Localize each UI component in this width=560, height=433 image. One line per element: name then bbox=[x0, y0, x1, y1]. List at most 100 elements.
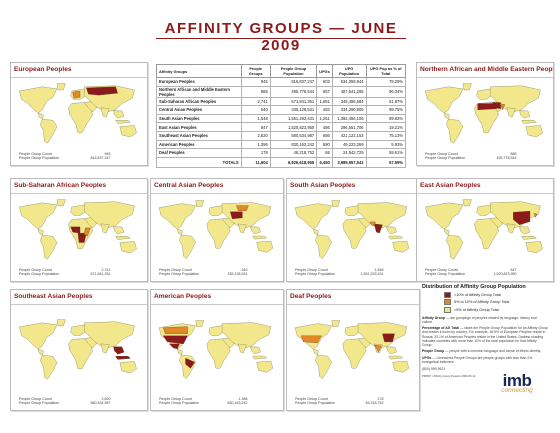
map-southeast-asia bbox=[250, 226, 261, 235]
people-group-count-row: People Group Count 945 bbox=[19, 152, 111, 157]
people-group-population-row: People Group Population 495,778,544 bbox=[425, 156, 517, 161]
legend-swatch-mid bbox=[444, 299, 451, 306]
map-highlight-india-hi bbox=[374, 223, 383, 234]
legend-swatch-low bbox=[444, 306, 451, 313]
panel-title: Central Asian Peoples bbox=[151, 179, 283, 194]
map-europe bbox=[476, 88, 493, 100]
map-southeast-asia bbox=[113, 226, 125, 235]
map-greenland bbox=[195, 200, 205, 207]
map-south-america bbox=[446, 235, 464, 260]
table-cell: 334,290,809 bbox=[331, 105, 367, 115]
people-group-population-row: People Group Population 46,218,752 bbox=[295, 401, 384, 406]
map-central-america bbox=[177, 228, 183, 236]
people-group-count-value: 885 bbox=[510, 151, 517, 156]
table-cell: 580,534,987 bbox=[269, 130, 318, 141]
people-group-population-row: People Group Population 830,163,242 bbox=[159, 401, 248, 406]
map-greenland bbox=[56, 83, 66, 91]
map-panel-east-asian: East Asian Peoples People Group Count 847 P… bbox=[416, 178, 554, 282]
people-group-count-row: People Group Count 2,820 bbox=[19, 397, 111, 402]
world-map bbox=[19, 83, 137, 144]
row-name-cell: Central Asian Peoples bbox=[156, 105, 242, 115]
term-upgs: UPGs bbox=[422, 356, 432, 361]
people-group-count-label: People Group Count bbox=[159, 267, 192, 272]
people-group-count-row: People Group Count 178 bbox=[295, 397, 384, 402]
map-indonesia bbox=[252, 355, 268, 360]
text-people-group: — people with a common language and sens… bbox=[444, 349, 542, 354]
map-south-america bbox=[40, 235, 58, 260]
map-north-america bbox=[294, 203, 332, 230]
legend-label-low: <5% of Affinity Group Total bbox=[454, 307, 499, 312]
map-south-america bbox=[315, 354, 332, 379]
row-name-cell: East Asian Peoples bbox=[156, 122, 242, 132]
map-asia bbox=[357, 322, 408, 349]
panel-stats: People Group Count 540 People Group Popula… bbox=[159, 268, 277, 277]
table-header-row: Affinity Groups People Groups People Gro… bbox=[156, 64, 406, 78]
map-panel-sub-saharan-african: Sub-Saharan African Peoples People Group … bbox=[10, 178, 148, 282]
world-map bbox=[19, 319, 137, 380]
table-row: Sub-Saharan African Peoples 2,741 671,841,… bbox=[156, 96, 406, 107]
map-asia bbox=[221, 322, 272, 349]
legend-item-high: >10% of Affinity Group Total bbox=[444, 292, 548, 298]
people-group-count-row: People Group Count 1,386 bbox=[159, 397, 248, 402]
table-row: Central Asian Peoples 540 335,128,531 483 33… bbox=[156, 105, 406, 115]
map-australia bbox=[525, 125, 543, 138]
legend-item-mid: 5% to 10% of Affinity Group Total bbox=[444, 299, 548, 306]
table-cell: 657 bbox=[316, 85, 333, 98]
map-central-america bbox=[313, 228, 319, 236]
legend-label-high: >10% of Affinity Group Total bbox=[454, 293, 501, 297]
table-cell: 335,128,531 bbox=[269, 105, 318, 115]
table-cell: 1,681 bbox=[316, 96, 333, 107]
map-highlight-east-africa bbox=[84, 227, 91, 237]
page-title: AFFINITY GROUPS — JUNE 2009 bbox=[164, 20, 398, 54]
totals-cell: 6,926,618,955 bbox=[269, 156, 318, 168]
legend-swatch-high bbox=[444, 292, 451, 298]
world-map bbox=[158, 320, 274, 379]
table-cell: 75.13% bbox=[365, 130, 406, 141]
people-group-count-row: People Group Count 885 bbox=[425, 152, 517, 157]
people-group-population-value: 816,837,247 bbox=[90, 156, 111, 161]
people-group-population-value: 46,218,752 bbox=[365, 401, 384, 406]
table-cell: 96.34% bbox=[365, 85, 406, 98]
table-cell: 590 bbox=[316, 139, 333, 150]
panel-stats: People Group Count 885 People Group Popula… bbox=[425, 152, 547, 161]
col-upg-percent: UPG Pop as % of Total bbox=[365, 64, 406, 78]
table-cell: 495,778,544 bbox=[269, 85, 318, 98]
row-name-cell: Southeast Asian Peoples bbox=[156, 130, 242, 141]
map-highlight-iran bbox=[499, 103, 506, 111]
row-name-cell: Northern African and Middle Eastern Peop… bbox=[156, 85, 242, 98]
map-highlight-europe-west bbox=[72, 90, 81, 99]
map-indonesia bbox=[388, 355, 404, 360]
world-map bbox=[158, 200, 274, 259]
map-highlight-middle-east-hi bbox=[492, 102, 501, 109]
map-south-america bbox=[315, 234, 332, 259]
map-australia bbox=[256, 360, 274, 373]
map-southeast-asia bbox=[386, 346, 397, 355]
map-indonesia bbox=[252, 235, 268, 240]
map-highlight-central-africa bbox=[77, 232, 87, 243]
table-cell: 816,837,247 bbox=[269, 77, 318, 87]
map-greenland bbox=[331, 320, 341, 327]
people-group-count-row: People Group Count 847 bbox=[425, 268, 517, 273]
table-cell: 46,218,752 bbox=[269, 148, 318, 158]
table-cell: 59.61% bbox=[365, 148, 406, 158]
map-europe bbox=[476, 204, 493, 216]
table-row: Northern African and Middle Eastern Peop… bbox=[156, 85, 406, 98]
table-cell: 486 bbox=[316, 122, 333, 132]
map-australia bbox=[392, 360, 410, 373]
people-group-population-label: People Group Population bbox=[19, 272, 60, 277]
map-central-america bbox=[37, 228, 44, 236]
map-highlight-canada bbox=[162, 326, 188, 334]
map-asia bbox=[84, 321, 135, 349]
map-panel-south-asian: South Asian Peoples People Group Count 1,5… bbox=[286, 178, 420, 282]
map-europe bbox=[70, 204, 87, 216]
title-rule bbox=[156, 38, 406, 39]
map-australia bbox=[392, 240, 410, 253]
panel-title: European Peoples bbox=[11, 63, 147, 78]
people-group-count-value: 178 bbox=[377, 396, 384, 401]
map-central-america bbox=[313, 348, 319, 356]
people-group-count-row: People Group Count 540 bbox=[159, 268, 248, 273]
table-cell: 1,520,823,950 bbox=[269, 122, 318, 132]
panel-stats: People Group Count 178 People Group Popula… bbox=[295, 397, 413, 406]
map-southeast-asia bbox=[519, 226, 531, 235]
map-highlight-brazil bbox=[185, 357, 195, 369]
